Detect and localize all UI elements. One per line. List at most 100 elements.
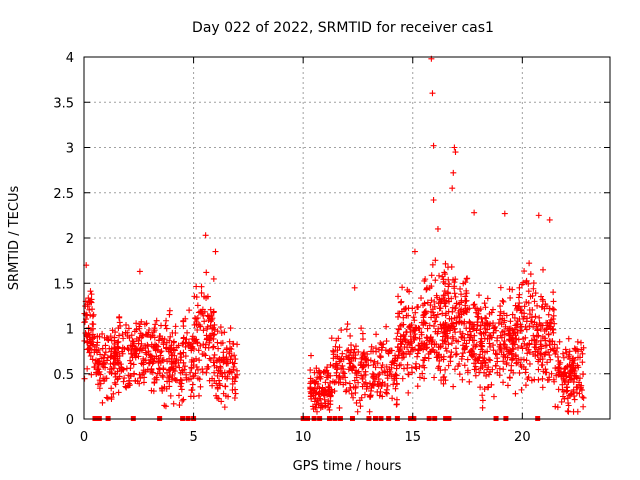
data-point (516, 369, 523, 376)
data-point (199, 351, 206, 358)
data-point (462, 293, 469, 300)
data-point (116, 365, 123, 372)
data-point (526, 340, 533, 347)
data-point (162, 322, 169, 329)
data-point (182, 315, 189, 322)
data-point (432, 257, 439, 264)
data-point (572, 365, 579, 372)
data-point (147, 354, 154, 361)
data-point (353, 370, 360, 377)
data-point (456, 371, 463, 378)
data-point (421, 300, 428, 307)
data-point (414, 353, 421, 360)
data-point (84, 338, 91, 345)
data-point (159, 372, 166, 379)
data-point (564, 363, 571, 370)
data-point (398, 298, 405, 305)
data-point (346, 380, 353, 387)
data-point (136, 268, 143, 275)
data-point (539, 298, 546, 305)
data-point (502, 323, 509, 330)
data-point (485, 371, 492, 378)
data-point (97, 380, 104, 387)
axis-ticks (83, 56, 610, 420)
data-point (313, 389, 320, 396)
data-point (421, 277, 428, 284)
data-point (342, 374, 349, 381)
data-point (130, 371, 137, 378)
data-point (206, 355, 213, 362)
data-point (329, 378, 336, 385)
y-tick-label: 1 (66, 323, 74, 338)
data-point (358, 355, 365, 362)
data-point (571, 396, 578, 403)
data-point (388, 364, 395, 371)
data-point (351, 364, 358, 371)
data-point (437, 299, 444, 306)
data-point (196, 357, 203, 364)
data-point (394, 355, 401, 362)
data-point (390, 381, 397, 388)
data-point (324, 370, 331, 377)
data-point (421, 357, 428, 364)
data-point (205, 344, 212, 351)
data-point (502, 354, 509, 361)
data-point (433, 349, 440, 356)
data-point (458, 291, 465, 298)
data-point (445, 283, 452, 290)
data-point (418, 344, 425, 351)
data-point (210, 309, 217, 316)
data-point (81, 318, 88, 325)
data-point (180, 349, 187, 356)
data-point (317, 375, 324, 382)
data-point (436, 272, 443, 279)
data-point (188, 364, 195, 371)
data-point (436, 305, 443, 312)
data-point (451, 326, 458, 333)
data-point (512, 390, 519, 397)
data-point (473, 309, 480, 316)
data-point (459, 350, 466, 357)
data-point (463, 290, 470, 297)
data-point (160, 366, 167, 373)
data-point (129, 354, 136, 361)
data-point (579, 350, 586, 357)
data-point (337, 356, 344, 363)
data-point (531, 376, 538, 383)
data-point (167, 346, 174, 353)
data-point (81, 375, 88, 382)
data-point (161, 402, 168, 409)
data-point (171, 347, 178, 354)
data-point (471, 209, 478, 216)
data-point (479, 360, 486, 367)
data-point (141, 321, 148, 328)
data-point (430, 196, 437, 203)
data-point (367, 394, 374, 401)
data-point (165, 374, 172, 381)
data-point (336, 372, 343, 379)
data-point (160, 374, 167, 381)
data-point (229, 387, 236, 394)
data-point (550, 312, 557, 319)
data-point (483, 372, 490, 379)
data-point (115, 389, 122, 396)
data-point (379, 393, 386, 400)
data-point (111, 334, 118, 341)
data-point (490, 320, 497, 327)
data-point (133, 326, 140, 333)
data-point (404, 339, 411, 346)
data-point (485, 364, 492, 371)
data-point (551, 341, 558, 348)
data-point (531, 298, 538, 305)
data-point (218, 370, 225, 377)
data-point (487, 332, 494, 339)
data-point (170, 400, 177, 407)
data-point (409, 344, 416, 351)
data-point (93, 342, 100, 349)
data-point (355, 379, 362, 386)
data-point (522, 382, 529, 389)
data-point (136, 371, 143, 378)
data-point (368, 384, 375, 391)
data-point (342, 388, 349, 395)
